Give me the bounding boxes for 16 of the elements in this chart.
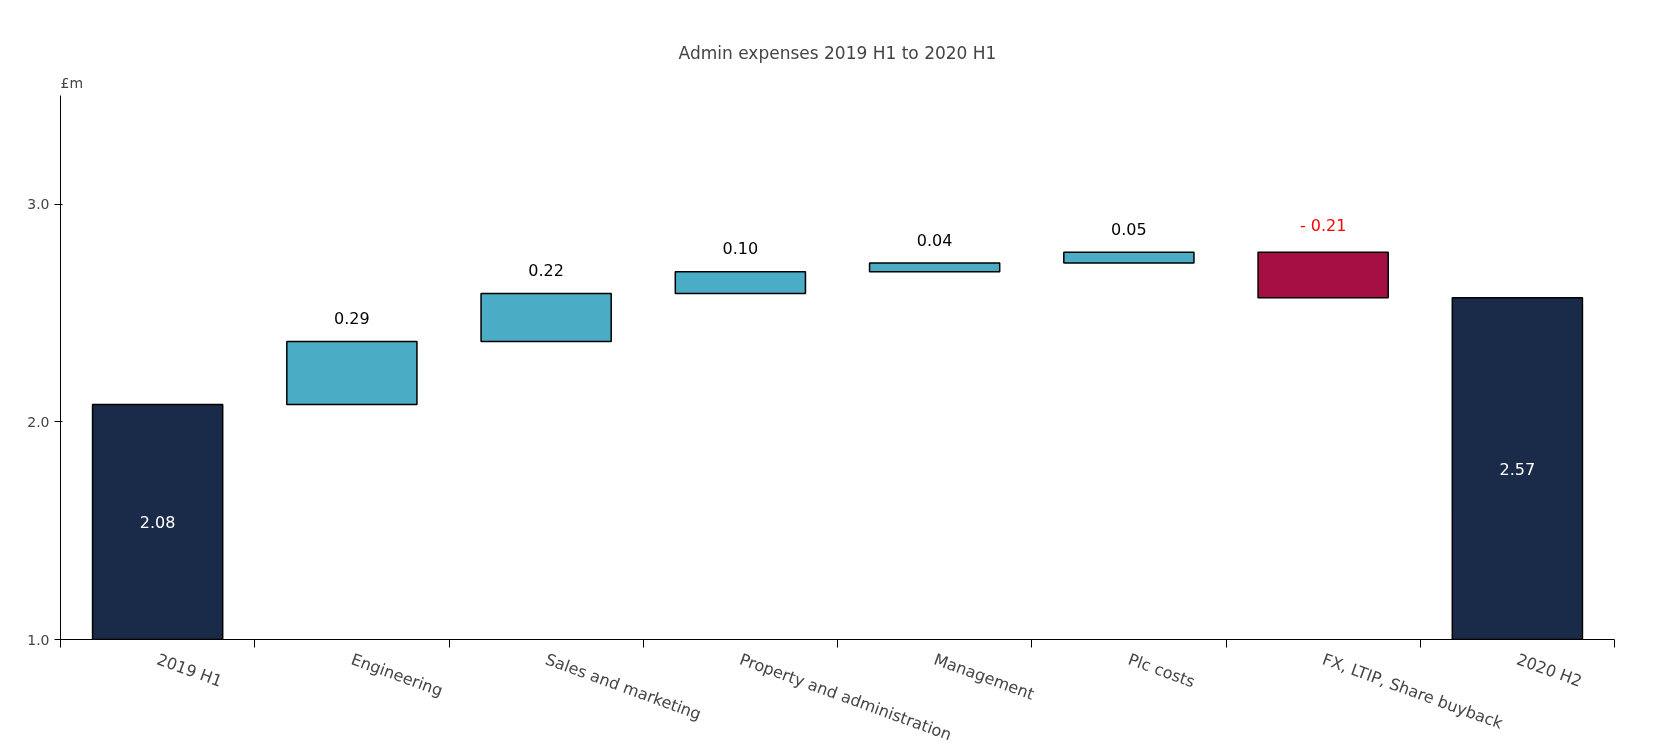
y-axis-title: £m bbox=[60, 74, 84, 91]
y-tick-label: 2.0 bbox=[27, 413, 50, 430]
y-tick-label: 3.0 bbox=[27, 196, 50, 213]
data-label: 0.04 bbox=[916, 230, 953, 250]
x-tick-label: 2019 H1 bbox=[154, 649, 225, 691]
x-tick-label: 2020 H2 bbox=[1514, 649, 1585, 691]
data-label: 0.10 bbox=[722, 239, 759, 259]
data-label: 0.29 bbox=[334, 308, 370, 328]
data-label: - 0.21 bbox=[1299, 215, 1347, 235]
data-label: 0.22 bbox=[528, 261, 564, 281]
x-tick-label: Plc costs bbox=[1125, 649, 1198, 692]
data-label: 2.57 bbox=[1499, 459, 1536, 479]
y-tick-label: 1.0 bbox=[27, 631, 50, 648]
chart-title: Admin expenses 2019 H1 to 2020 H1 bbox=[678, 42, 997, 63]
data-label: 2.08 bbox=[139, 513, 176, 532]
data-label: 0.05 bbox=[1111, 219, 1147, 239]
